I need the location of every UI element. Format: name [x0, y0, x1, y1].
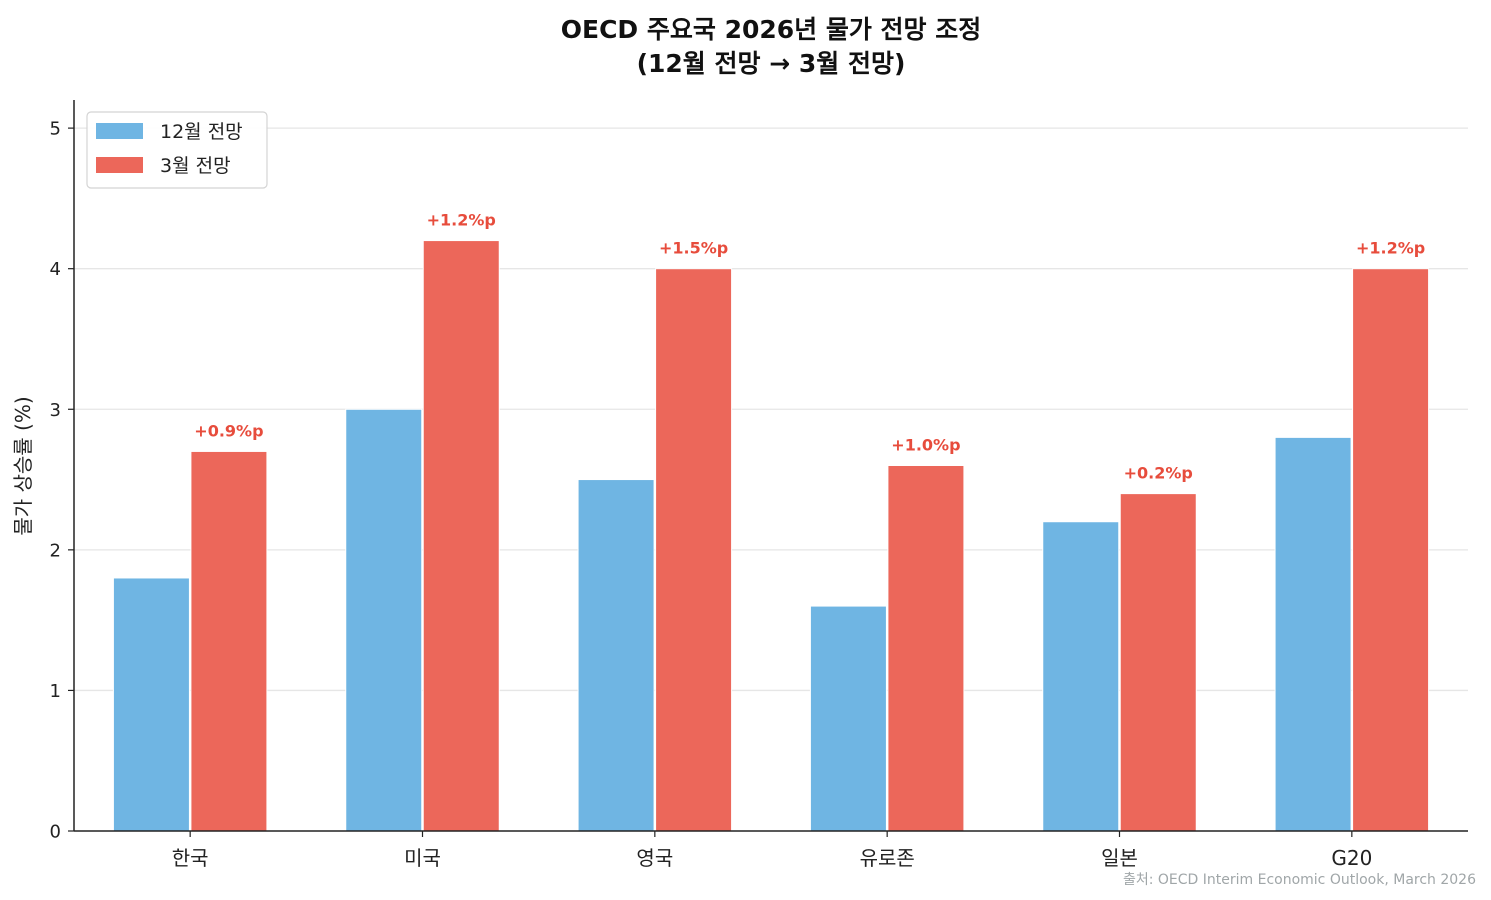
y-tick-label: 1	[50, 681, 61, 702]
bar-december	[1042, 521, 1120, 832]
tick-labels: 0 1 2 3 4 5 한국 미국 영국 유로존 일본 G20	[50, 119, 1373, 870]
bar-march	[422, 240, 500, 832]
y-tick-label: 4	[50, 259, 61, 280]
delta-label: +0.9%p	[194, 421, 263, 440]
bar-march	[1352, 268, 1430, 832]
delta-label: +1.0%p	[891, 436, 960, 455]
grid-lines	[74, 127, 1468, 692]
bar-march	[190, 450, 268, 832]
source-note: 출처: OECD Interim Economic Outlook, March…	[1123, 872, 1476, 888]
x-tick-label: G20	[1331, 846, 1372, 870]
x-tick-label: 영국	[636, 846, 673, 870]
y-tick-label: 3	[50, 400, 61, 421]
bar-march	[655, 268, 733, 832]
chart-title-line2: (12월 전망 → 3월 전망)	[637, 49, 906, 78]
y-axis-label: 물가 상승률 (%)	[11, 396, 35, 535]
x-tick-label: 한국	[172, 846, 209, 870]
legend: 12월 전망 3월 전망	[86, 111, 268, 189]
bar-december	[112, 577, 190, 832]
bar-march	[887, 465, 965, 832]
delta-labels: +0.9%p +1.2%p +1.5%p +1.0%p +0.2%p +1.2%p	[194, 211, 1425, 483]
y-tick-label: 5	[50, 119, 61, 140]
legend-swatch-december	[96, 123, 143, 139]
x-tick-label: 유로존	[860, 846, 915, 870]
bar-december	[345, 408, 423, 832]
bars	[112, 240, 1430, 832]
bar-december	[809, 605, 887, 832]
y-tick-label: 0	[50, 822, 61, 843]
legend-label-march: 3월 전망	[160, 155, 231, 177]
y-tick-label: 2	[50, 540, 61, 561]
chart-title-line1: OECD 주요국 2026년 물가 전망 조정	[561, 15, 982, 44]
x-tick-label: 미국	[404, 846, 441, 870]
legend-swatch-march	[96, 157, 143, 173]
axes	[73, 100, 1468, 832]
delta-label: +1.2%p	[1356, 239, 1425, 258]
bar-march	[1119, 493, 1197, 832]
bar-december	[1274, 436, 1352, 832]
bar-december	[577, 479, 655, 832]
delta-label: +0.2%p	[1124, 464, 1193, 483]
delta-label: +1.2%p	[427, 211, 496, 230]
delta-label: +1.5%p	[659, 239, 728, 258]
legend-label-december: 12월 전망	[160, 121, 243, 143]
x-tick-label: 일본	[1101, 846, 1138, 870]
